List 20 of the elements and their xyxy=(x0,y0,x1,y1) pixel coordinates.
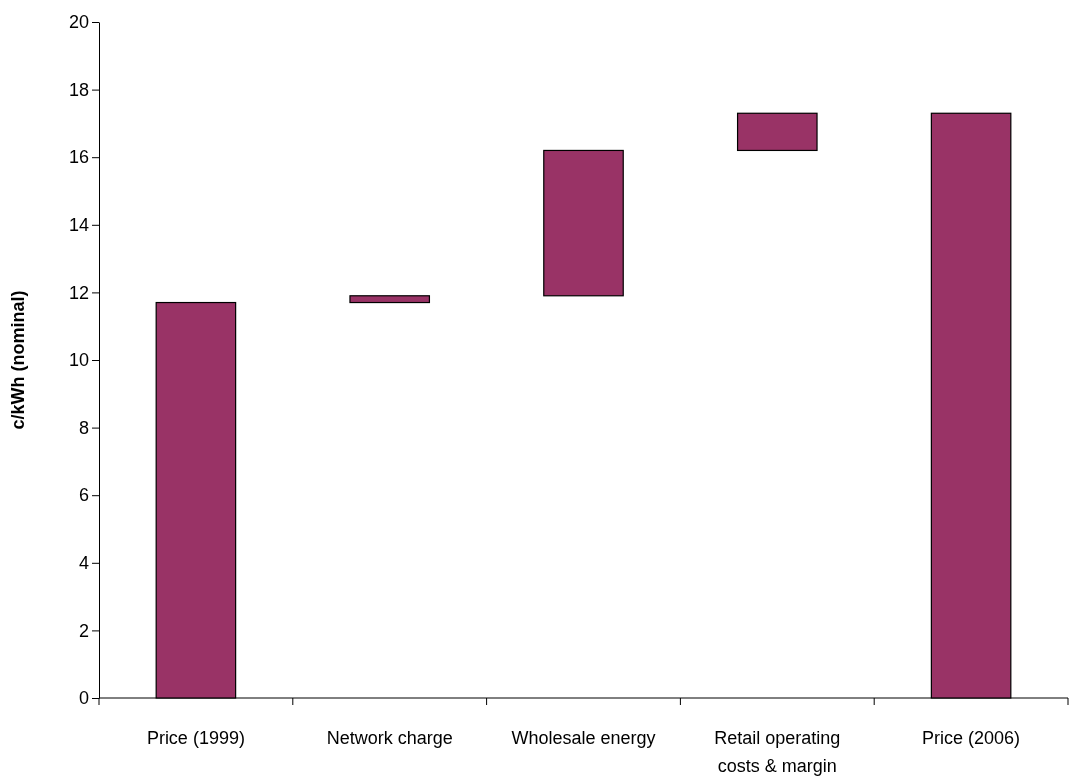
y-tick-label: 12 xyxy=(68,282,89,303)
y-tick-label: 8 xyxy=(78,417,89,438)
bar xyxy=(543,149,624,297)
x-tick-label: Price (2006) xyxy=(922,728,1021,748)
y-tick-label: 16 xyxy=(68,147,89,168)
y-tick-label: 10 xyxy=(68,350,89,371)
x-tick-label: Price (1999) xyxy=(146,728,245,748)
y-tick-label: 4 xyxy=(78,553,89,574)
y-tick-label: 18 xyxy=(68,79,89,100)
y-axis-title: c/kWh (nominal) xyxy=(8,290,28,430)
bar xyxy=(736,112,818,152)
y-tick-label: 20 xyxy=(68,12,89,33)
x-tick-label: Network charge xyxy=(326,728,453,748)
x-tick-label: Retail operating costs & margin xyxy=(714,728,841,776)
bar xyxy=(349,295,431,304)
y-tick-label: 2 xyxy=(78,620,89,641)
y-tick-label: 14 xyxy=(68,215,89,236)
x-tick-label: Wholesale energy xyxy=(511,728,656,748)
y-tick-label: 0 xyxy=(78,688,89,709)
y-tick-label: 6 xyxy=(78,485,89,506)
